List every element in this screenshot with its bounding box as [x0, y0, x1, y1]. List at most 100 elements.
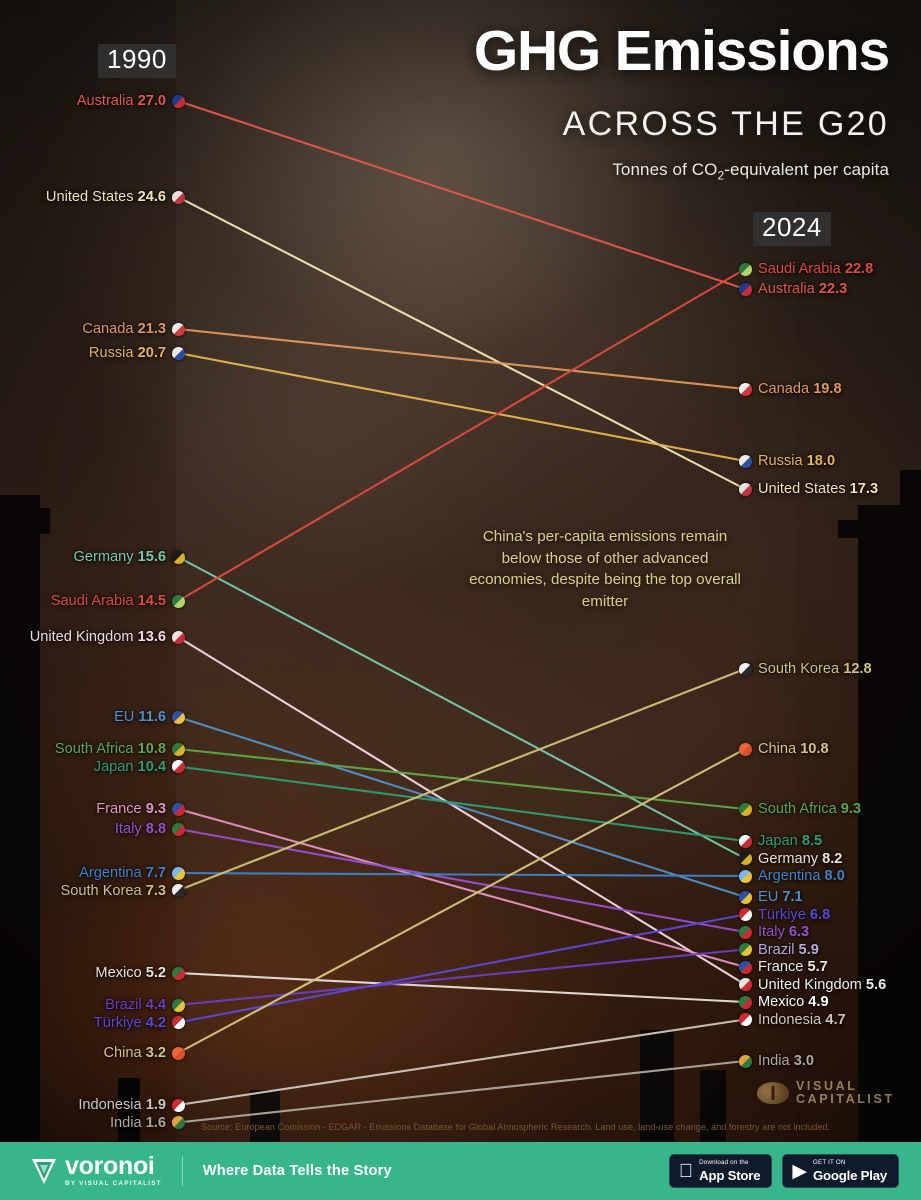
page-tagline: Tonnes of CO2-equivalent per capita	[612, 160, 889, 182]
country-value: 1.9	[145, 1097, 166, 1113]
year-badge-2024: 2024	[753, 212, 831, 246]
country-value: 15.6	[137, 549, 166, 565]
tagline-pre: Tonnes of CO	[612, 160, 718, 179]
voronoi-logo[interactable]: voronoi BY VISUAL CAPITALIST	[30, 1154, 162, 1187]
right-label-canada: Canada 19.8	[758, 382, 842, 397]
slope-line-argentina	[176, 871, 747, 878]
country-value: 27.0	[137, 93, 166, 109]
right-label-japan: Japan 8.5	[758, 834, 822, 849]
page-title: GHG Emissions	[473, 19, 890, 83]
flag-icon-russia	[171, 346, 185, 360]
country-name: Japan	[93, 758, 138, 775]
visual-capitalist-logo: VISUAL CAPITALIST	[757, 1079, 895, 1107]
bottom-brand-bar: voronoi BY VISUAL CAPITALIST Where Data …	[0, 1142, 921, 1200]
country-name: Russia	[88, 345, 138, 361]
country-value: 5.9	[798, 941, 819, 958]
flag-icon-china	[171, 1046, 185, 1060]
country-value: 17.3	[849, 481, 879, 497]
country-value: 7.3	[145, 882, 166, 899]
flag-icon-south-korea	[171, 884, 185, 897]
left-label-south-korea: South Korea 7.3	[61, 882, 167, 899]
left-label-united-states: United States 24.6	[46, 190, 166, 205]
flag-icon-canada	[738, 382, 752, 396]
left-label-india: India 1.6	[110, 1115, 166, 1131]
tagline-post: -equivalent per capita	[724, 160, 889, 179]
bottombar-divider	[181, 1156, 183, 1186]
country-name: South Africa	[758, 801, 841, 817]
flag-icon-india	[738, 1054, 752, 1068]
country-value: 20.7	[137, 345, 166, 361]
flag-icon-south-africa	[171, 742, 185, 756]
flag-icon-italy	[171, 822, 185, 836]
country-value: 11.6	[138, 709, 166, 725]
country-value: 6.3	[788, 924, 810, 940]
slope-line-mexico	[176, 971, 747, 1004]
flag-icon-india	[171, 1116, 185, 1129]
app-store-badge[interactable]:  Download on the App Store	[668, 1154, 773, 1188]
slope-line-china	[176, 747, 747, 1055]
country-value: 22.8	[844, 261, 874, 277]
right-label-eu: EU 7.1	[758, 890, 803, 905]
flag-icon-indonesia	[738, 1013, 752, 1026]
left-label-russia: Russia 20.7	[89, 346, 166, 361]
voronoi-wordmark: voronoi BY VISUAL CAPITALIST	[65, 1154, 162, 1187]
visual-capitalist-wordmark: VISUAL CAPITALIST	[796, 1079, 895, 1107]
flag-icon-united-states	[171, 190, 185, 204]
flag-icon-south-korea	[738, 662, 752, 676]
left-label-eu: EU 11.6	[114, 710, 166, 725]
country-name: EU	[114, 709, 139, 725]
country-name: Italy	[758, 924, 789, 940]
flag-icon-japan	[738, 834, 752, 848]
left-label-australia: Australia 27.0	[77, 94, 166, 109]
flag-icon-saudi-arabia	[171, 594, 185, 608]
right-label-mexico: Mexico 4.9	[758, 995, 829, 1010]
country-name: France	[758, 959, 808, 975]
right-label-argentina: Argentina 8.0	[758, 869, 845, 884]
slope-line-eu	[176, 715, 747, 899]
country-value: 7.7	[145, 865, 166, 881]
brand-line-1: VISUAL	[796, 1079, 858, 1093]
slope-line-france	[176, 807, 747, 969]
google-play-badge[interactable]: ▶ GET IT ON Google Play	[782, 1154, 899, 1188]
flag-icon-indonesia	[171, 1098, 185, 1112]
country-value: 19.8	[813, 381, 842, 397]
flag-icon-russia	[738, 454, 752, 468]
country-name: Indonesia	[758, 1011, 826, 1028]
slope-line-germany	[176, 555, 747, 860]
flag-icon-mexico	[171, 966, 185, 980]
slope-line-t-rkiye	[176, 913, 747, 1024]
country-name: South Korea	[758, 661, 844, 677]
country-name: Canada	[758, 381, 814, 397]
app-store-small-label: Download on the	[699, 1159, 749, 1167]
smokestack-silhouette	[900, 470, 921, 1160]
country-value: 3.0	[793, 1053, 814, 1069]
country-name: Canada	[82, 321, 138, 337]
left-label-brazil: Brazil 4.4	[105, 998, 166, 1013]
right-label-australia: Australia 22.3	[758, 282, 847, 297]
voronoi-mark-icon	[30, 1156, 58, 1186]
flag-icon-mexico	[738, 995, 752, 1009]
country-name: Türkiye	[758, 906, 810, 923]
flag-icon-united-states	[738, 482, 752, 496]
country-value: 10.8	[800, 741, 829, 757]
country-name: Germany	[73, 549, 138, 565]
slope-line-japan	[176, 765, 747, 843]
flag-icon-australia	[738, 282, 752, 296]
country-value: 8.5	[801, 833, 823, 849]
country-name: Mexico	[758, 994, 809, 1010]
flag-icon-brazil	[738, 943, 752, 956]
voronoi-byline: BY VISUAL CAPITALIST	[65, 1180, 162, 1188]
left-label-germany: Germany 15.6	[74, 550, 166, 565]
flag-icon-italy	[738, 925, 752, 939]
country-name: Brazil	[105, 997, 146, 1013]
visual-capitalist-mark-icon	[757, 1082, 789, 1105]
country-value: 4.2	[145, 1014, 166, 1031]
country-name: Saudi Arabia	[50, 593, 138, 609]
left-label-saudi-arabia: Saudi Arabia 14.5	[51, 594, 166, 609]
right-label-france: France 5.7	[758, 960, 828, 975]
google-play-small-label: GET IT ON	[812, 1159, 846, 1167]
